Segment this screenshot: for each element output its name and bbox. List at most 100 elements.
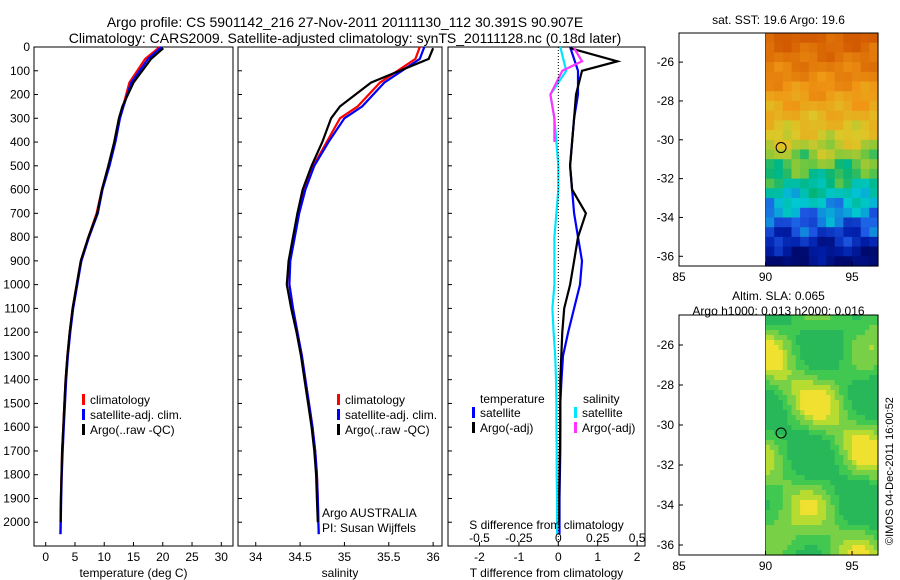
map-cell: [839, 375, 844, 381]
map-cell: [821, 445, 827, 451]
map-cell: [830, 385, 836, 391]
map-cell: [830, 315, 836, 321]
map-cell: [782, 485, 788, 491]
map-cell: [782, 420, 788, 426]
map-cell: [774, 345, 780, 351]
map-cell: [774, 440, 780, 446]
map-cell: [765, 390, 771, 396]
map-cell: [804, 365, 810, 371]
map-cell: [852, 455, 857, 461]
map-cell: [830, 475, 836, 481]
map-cell: [865, 315, 870, 321]
map-cell: [860, 445, 866, 451]
map-cell: [778, 545, 784, 551]
map-cell: [765, 435, 771, 441]
map-cell: [813, 365, 818, 371]
map-cell: [869, 550, 875, 556]
map-cell: [808, 330, 814, 336]
map-cell: [817, 256, 827, 267]
map-cell: [795, 330, 801, 336]
difference-xlabel-top: S difference from climatology: [469, 518, 624, 532]
map-cell: [765, 178, 775, 189]
map-cell: [834, 460, 840, 466]
map-cell: [852, 159, 862, 170]
map-cell: [774, 490, 780, 496]
map-cell: [782, 505, 788, 511]
map-cell: [795, 550, 801, 556]
map-cell: [869, 425, 875, 431]
map-cell: [765, 505, 771, 511]
map-cell: [808, 400, 814, 406]
map-cell: [873, 440, 879, 446]
map-cell: [869, 188, 879, 199]
map-cell: [800, 315, 805, 321]
map-cell: [765, 42, 775, 53]
map-cell: [765, 246, 775, 257]
sla-map-frame: [678, 314, 879, 556]
map-cell: [769, 470, 775, 476]
map-cell: [765, 81, 775, 92]
map-cell: [782, 430, 788, 436]
map-cell: [826, 360, 831, 366]
map-cell: [795, 465, 801, 471]
map-cell: [782, 101, 793, 112]
map-cell: [817, 139, 827, 151]
map-cell: [774, 340, 780, 346]
x-tick-label-s: 0.25: [586, 531, 610, 545]
map-cell: [839, 530, 844, 536]
map-cell: [843, 355, 849, 361]
map-cell: [808, 62, 819, 73]
map-cell: [782, 495, 788, 501]
map-cell: [869, 340, 875, 346]
map-cell: [774, 52, 784, 63]
map-cell: [843, 335, 849, 341]
map-cell: [865, 420, 870, 426]
map-cell: [865, 400, 870, 406]
map-cell: [865, 510, 870, 516]
map-cell: [778, 375, 784, 381]
map-cell: [774, 425, 780, 431]
map-cell: [834, 545, 840, 551]
y-tick-label: 1500: [3, 396, 30, 410]
map-cell: [791, 495, 797, 501]
map-cell: [843, 345, 849, 351]
map-cell: [765, 330, 771, 336]
map-cell: [800, 168, 810, 180]
sla-subtitle: Argo h1000: 0.013 h2000: 0.016: [692, 304, 864, 318]
map-cell: [852, 42, 862, 53]
map-cell: [808, 420, 814, 426]
map-cell: [791, 395, 797, 401]
map-cell: [856, 335, 862, 341]
map-cell: [813, 545, 818, 551]
map-cell: [778, 315, 784, 321]
map-cell: [852, 550, 857, 556]
map-cell: [817, 525, 823, 531]
map-cell: [782, 440, 788, 446]
map-cell: [782, 365, 788, 371]
map-cell: [817, 227, 827, 238]
map-cell: [782, 139, 793, 151]
map-cell: [860, 485, 866, 491]
map-cell: [852, 345, 857, 351]
map-cell: [860, 188, 870, 199]
map-cell: [843, 91, 853, 102]
x-tick-label-s: -0.5: [469, 531, 490, 545]
map-cell: [847, 340, 853, 346]
y-tick-label: 100: [10, 64, 30, 78]
argo-position-marker: [775, 142, 787, 154]
map-cell: [830, 480, 836, 486]
map-cell: [869, 256, 879, 267]
map-cell: [847, 345, 853, 351]
map-cell: [782, 410, 788, 416]
map-cell: [821, 330, 827, 336]
map-cell: [817, 480, 823, 486]
map-cell: [839, 415, 844, 421]
map-cell: [791, 490, 797, 496]
map-cell: [817, 335, 823, 341]
map-cell: [808, 405, 814, 411]
map-cell: [817, 188, 827, 199]
map-cell: [847, 500, 853, 506]
map-cell: [860, 490, 866, 496]
map-cell: [787, 410, 793, 416]
map-cell: [873, 415, 879, 421]
